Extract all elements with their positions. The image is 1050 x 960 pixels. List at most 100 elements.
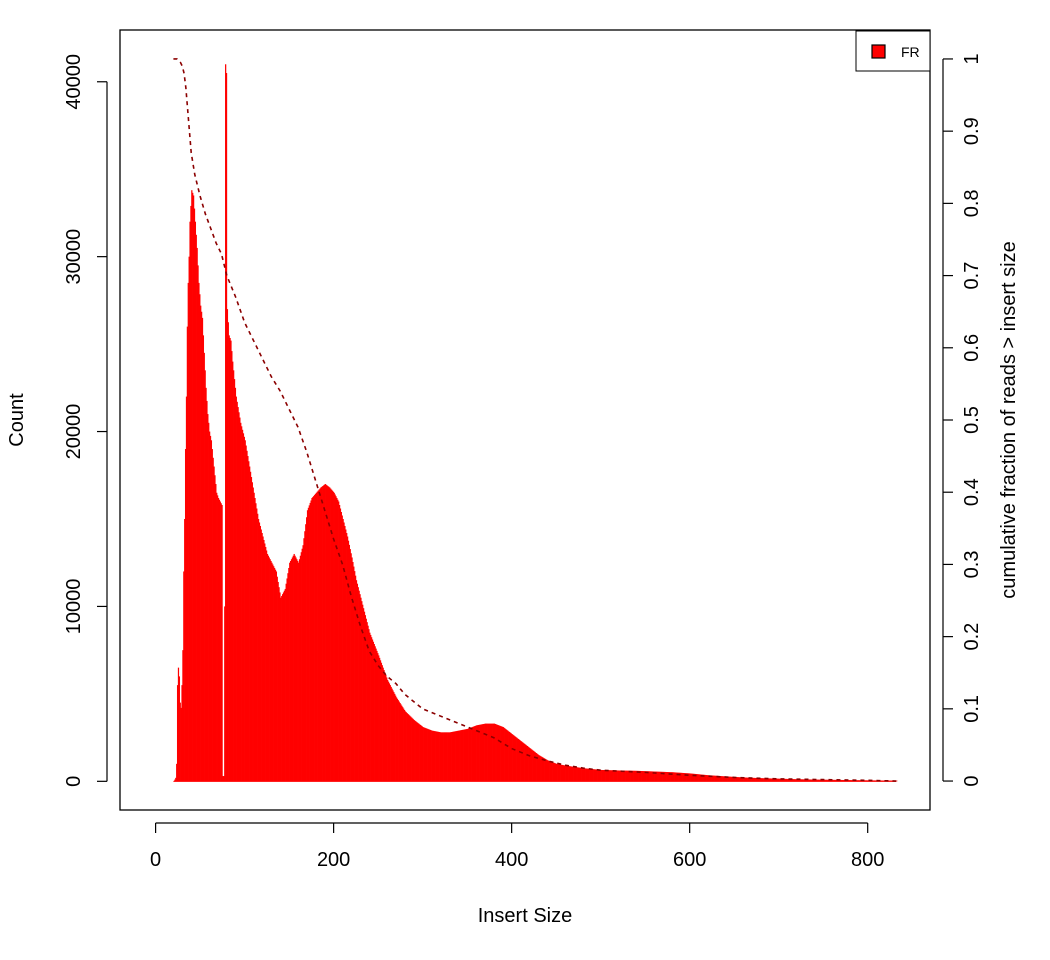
histogram-bar [848, 780, 850, 782]
histogram-bar [784, 778, 787, 782]
histogram-bar [775, 778, 777, 782]
histogram-bar [423, 727, 425, 782]
histogram-bar [646, 771, 648, 782]
histogram-bar [797, 779, 799, 782]
histogram-bar [322, 486, 324, 782]
histogram-bar [241, 429, 244, 782]
histogram-bar [743, 777, 746, 782]
histogram-bar [233, 370, 235, 782]
histogram-bar [840, 779, 843, 782]
histogram-bar [808, 779, 810, 782]
y2-tick-label: 0.2 [961, 623, 983, 651]
histogram-bar [403, 709, 406, 782]
histogram-bar [768, 778, 771, 782]
histogram-bar [534, 752, 537, 782]
histogram-bar [355, 580, 358, 782]
histogram-bar [810, 779, 812, 782]
histogram-bar [645, 771, 647, 782]
histogram-bar [652, 771, 654, 782]
histogram-bar [704, 774, 707, 782]
histogram-bar [542, 757, 545, 782]
histogram-bar [192, 192, 194, 782]
histogram-bar [647, 771, 650, 782]
histogram-bar [186, 326, 188, 782]
histogram-bar [318, 489, 320, 782]
histogram-bar [767, 778, 769, 782]
histogram-bar [735, 777, 738, 782]
histogram-bar [508, 731, 510, 782]
x-tick-label: 400 [495, 849, 528, 871]
histogram-bar [278, 587, 280, 782]
histogram-bar [232, 361, 234, 782]
histogram-bar [418, 723, 420, 782]
histogram-bar [646, 771, 649, 782]
histogram-bar [421, 726, 423, 782]
histogram-bar [330, 489, 333, 782]
histogram-bar [691, 773, 693, 782]
y2-tick-label: 0.6 [961, 334, 983, 362]
histogram-bar [223, 776, 225, 782]
histogram-bar [506, 729, 508, 782]
histogram-bar [209, 431, 211, 782]
histogram-bar [721, 776, 723, 782]
histogram-bar [764, 778, 766, 782]
histogram-bar [816, 779, 818, 782]
histogram-bar [372, 641, 375, 782]
histogram-bar [381, 665, 383, 782]
histogram-bar [787, 778, 789, 782]
histogram-bar [484, 723, 486, 782]
y2-tick-label: 1 [961, 53, 983, 64]
histogram-bar [374, 646, 376, 782]
histogram-bar [394, 693, 396, 782]
histogram-bar [392, 690, 394, 782]
histogram-bar [750, 777, 752, 782]
histogram-bar [600, 769, 602, 782]
histogram-bar [370, 634, 372, 782]
histogram-bar [751, 777, 754, 782]
histogram-bar [466, 729, 468, 782]
histogram-bar [201, 311, 203, 782]
histogram-bar [181, 685, 183, 782]
histogram-bar [540, 756, 542, 782]
histogram-bar [405, 712, 407, 782]
histogram-bar [723, 776, 725, 782]
histogram-bar [772, 778, 774, 782]
histogram-bar [452, 731, 454, 782]
histogram-bar [377, 653, 379, 782]
histogram-bar [784, 778, 786, 782]
histogram-bar [657, 771, 659, 782]
histogram-bar [478, 724, 480, 782]
histogram-bar [696, 774, 699, 782]
histogram-bar [216, 492, 218, 782]
y2-tick-label: 0.7 [961, 262, 983, 290]
histogram-bar [503, 727, 505, 782]
histogram-bar [599, 769, 602, 782]
histogram-bar [324, 484, 326, 782]
histogram-bar [458, 730, 460, 782]
histogram-bar [427, 728, 429, 782]
histogram-bar [801, 779, 804, 782]
histogram-bar [565, 765, 568, 782]
histogram-bar [735, 777, 737, 782]
histogram-bar [180, 707, 182, 782]
histogram-bar [429, 729, 431, 782]
histogram-bar [467, 728, 469, 782]
histogram-bar [359, 594, 361, 782]
histogram-bar [277, 581, 279, 782]
histogram-bar [453, 731, 456, 782]
histogram-bar [420, 725, 423, 782]
histogram-bar [264, 543, 266, 782]
histogram-bar [454, 731, 456, 782]
histogram-bar [507, 730, 509, 782]
y-tick-label: 30000 [63, 229, 85, 285]
histogram-bar [549, 761, 552, 782]
histogram-bar [257, 518, 260, 782]
histogram-bar [198, 282, 200, 782]
histogram-bar [817, 779, 820, 782]
histogram-bar [237, 407, 239, 782]
histogram-bar [217, 498, 220, 782]
histogram-bar [822, 779, 824, 782]
histogram-bar [658, 771, 660, 782]
histogram-bar [557, 764, 559, 782]
